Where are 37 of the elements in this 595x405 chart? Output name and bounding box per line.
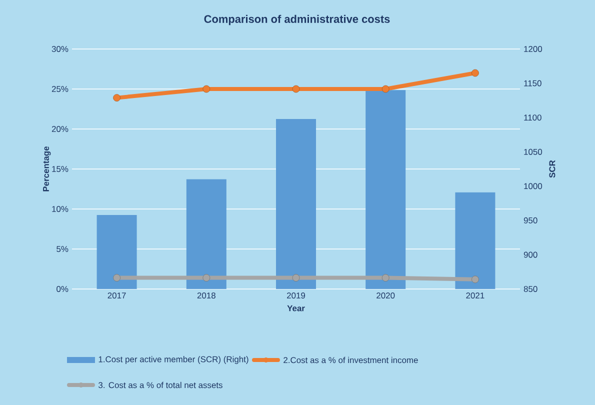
y-tick-label: 15% [52,166,68,172]
x-tick-label: 2020 [376,292,395,299]
x-tick-label: 2017 [108,292,126,299]
point [472,69,479,77]
y2-tick-label: 1000 [524,183,542,190]
point [472,276,479,284]
point [382,85,390,93]
y2-tick-label: 850 [524,286,538,292]
y2-tick-label: 1200 [524,46,542,52]
y-tick-label: 20% [52,126,68,132]
y2-tick-label: 1150 [524,80,542,86]
y-tick-label: 25% [52,86,68,92]
point [202,274,210,282]
x-tick-label: 2019 [287,292,306,299]
x-tick-label: 2021 [466,292,484,299]
legend-label: 1.Cost per active member (SCR) (Right) [98,356,248,364]
x-tick-label: 2018 [197,292,216,299]
y-tick-label: 5% [56,246,68,252]
y-tick-label: 0% [56,286,68,292]
point [292,274,300,282]
point [292,85,300,93]
y-tick-label: 30% [52,46,68,52]
y2-tick-label: 1100 [524,114,542,121]
y2-tick-label: 1050 [524,148,542,155]
x-axis-title: Year [287,305,305,312]
point [113,274,120,282]
chart-title: Comparison of administrative costs [204,14,390,26]
point [382,274,390,282]
y-axis-title: Percentage [43,146,51,192]
y2-axis-title: SCR [549,160,556,178]
y2-tick-label: 900 [524,252,538,258]
y2-tick-label: 950 [524,217,538,224]
legend-label: 2.Cost as a % of investment income [284,356,418,364]
y-tick-label: 10% [52,206,68,212]
point [113,94,120,102]
point [202,85,210,93]
legend-label: 3. Cost as a % of total net assets [98,382,222,388]
